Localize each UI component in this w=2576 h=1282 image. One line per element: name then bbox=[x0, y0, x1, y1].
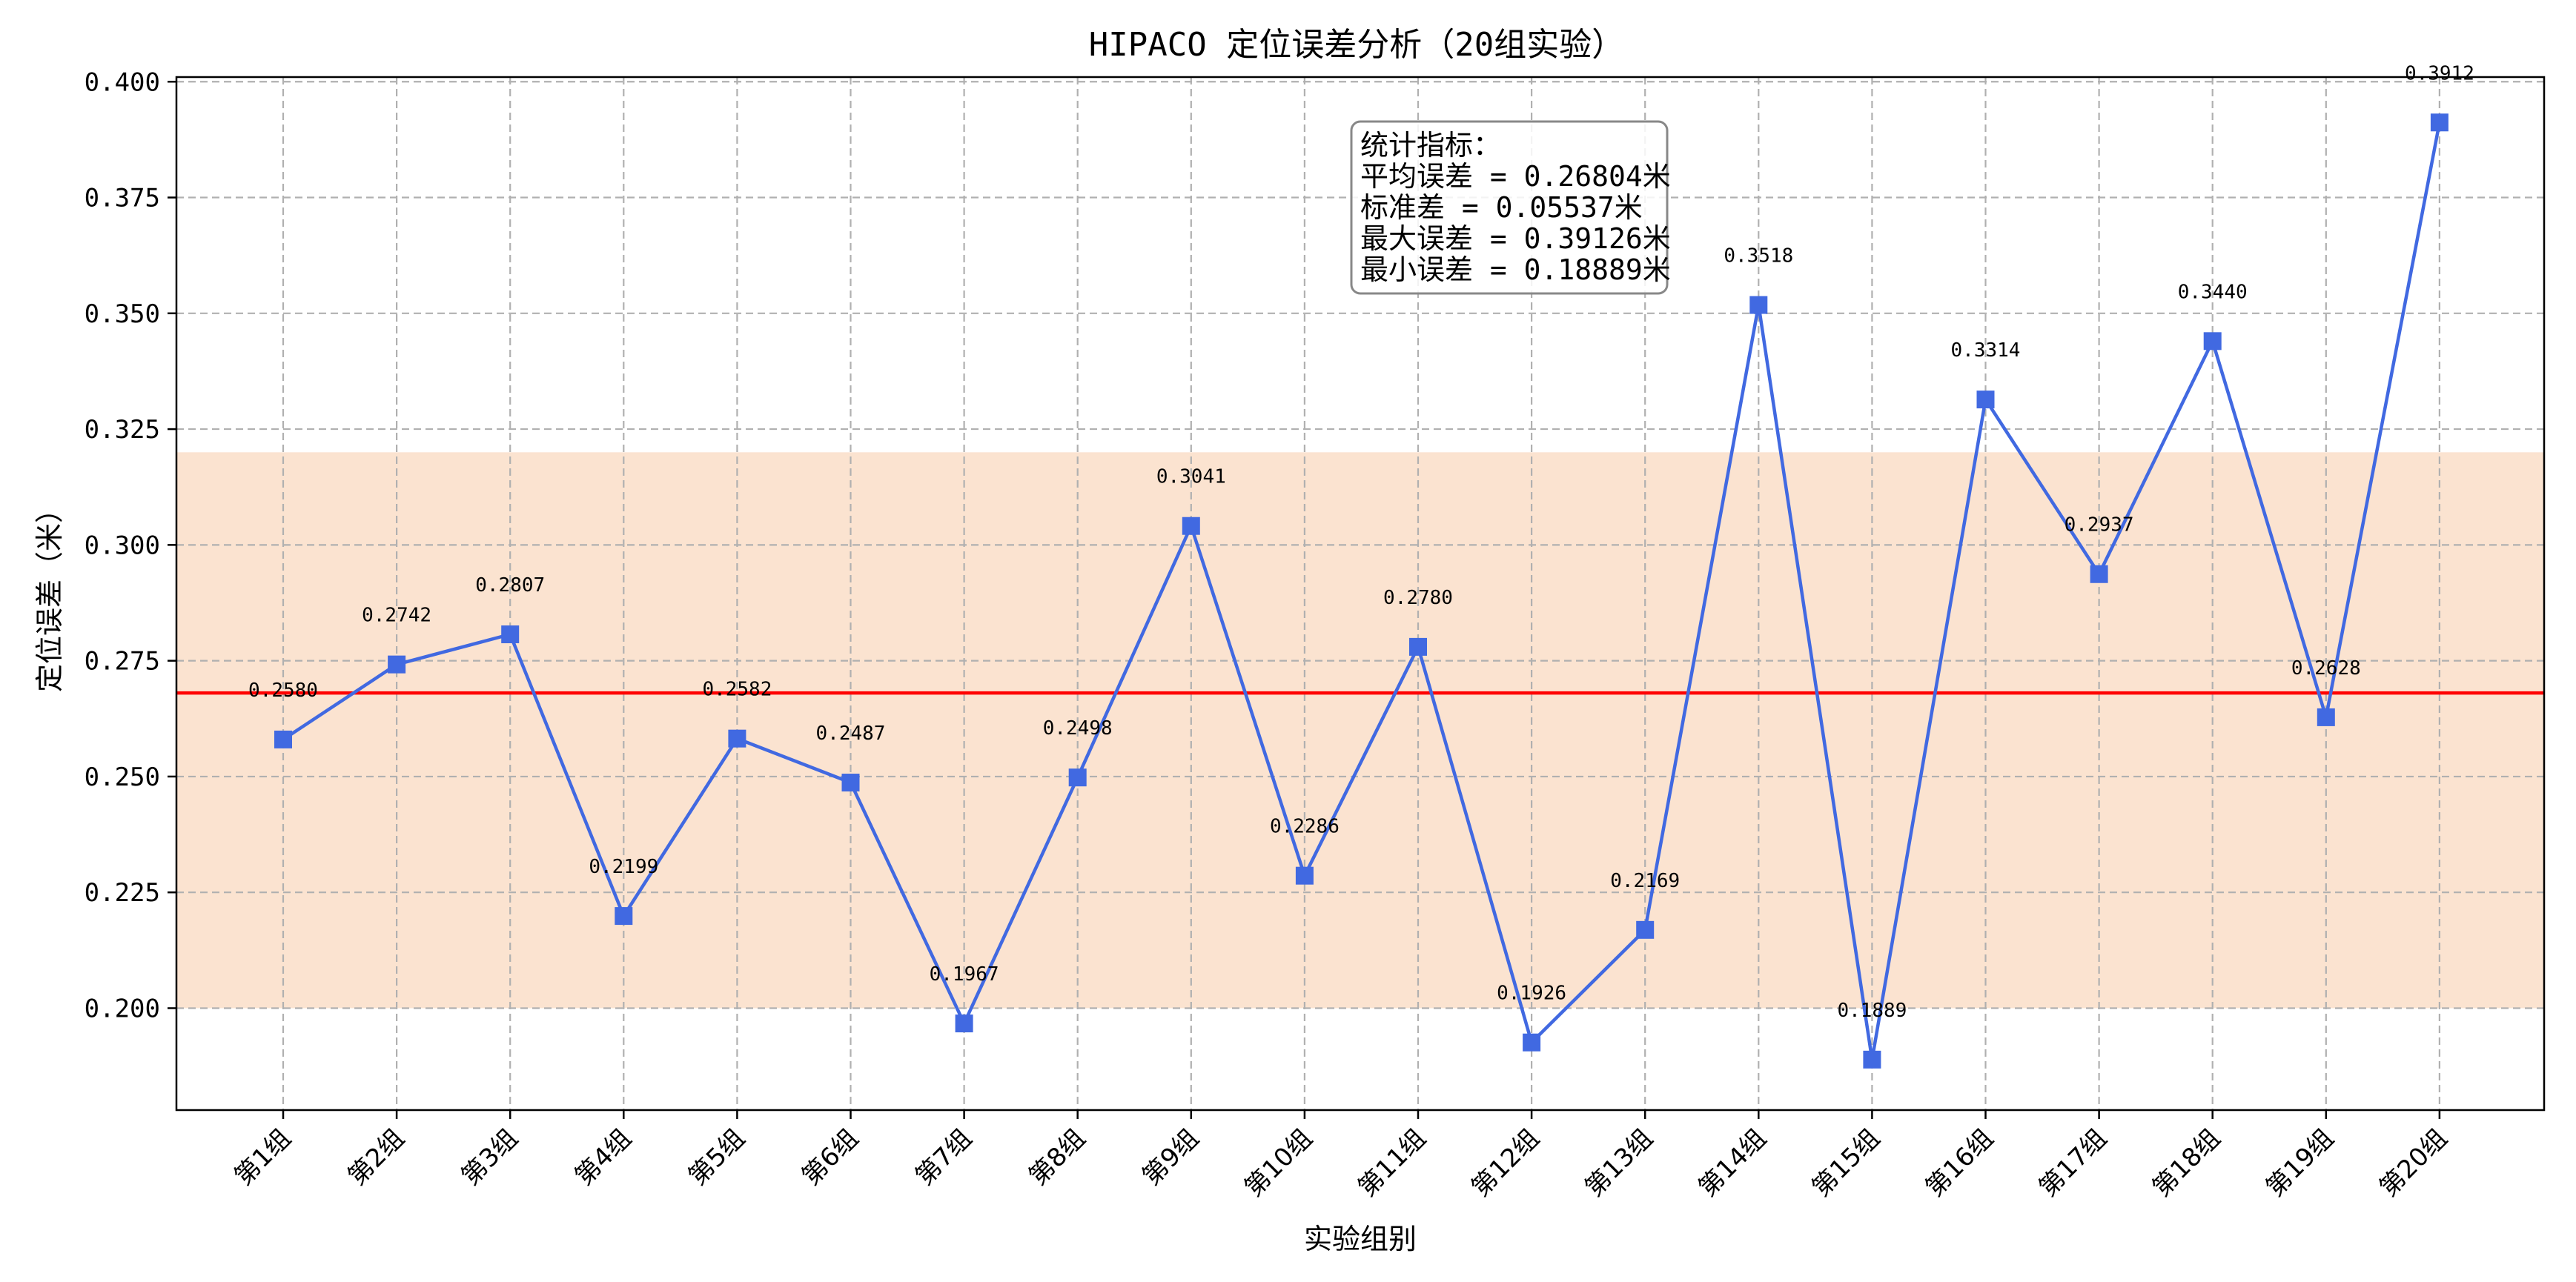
y-tick-label: 0.400 bbox=[85, 67, 160, 97]
data-marker bbox=[1523, 1033, 1541, 1052]
x-axis-ticks: 第1组 第2组 第3组 第4组 第5组 第6组 第7组 第8组 第9组 第10组 第11组 第12组第… bbox=[229, 1110, 2453, 1203]
data-marker bbox=[1409, 637, 1427, 656]
data-marker bbox=[2090, 565, 2108, 583]
data-marker bbox=[2317, 708, 2335, 726]
stats-box-frame bbox=[1350, 120, 1669, 295]
data-marker bbox=[1182, 517, 1200, 535]
data-label: 0.2807 bbox=[475, 574, 545, 597]
stats-line: 标准差 = 0.05537米 bbox=[1360, 191, 1643, 224]
data-marker bbox=[1068, 768, 1087, 787]
data-label: 0.2742 bbox=[362, 605, 431, 627]
data-marker bbox=[1295, 866, 1314, 885]
data-marker bbox=[841, 774, 860, 792]
x-tick-label: 第19组 bbox=[2260, 1123, 2340, 1203]
y-axis-label: 定位误差（米） bbox=[33, 495, 66, 692]
y-tick-label: 0.350 bbox=[85, 299, 160, 329]
data-marker bbox=[1749, 296, 1768, 314]
stats-line: 平均误差 = 0.26804米 bbox=[1360, 160, 1671, 193]
data-marker bbox=[1863, 1050, 1881, 1069]
data-label: 0.2582 bbox=[702, 679, 772, 701]
data-label: 0.2199 bbox=[589, 856, 658, 878]
x-tick-label: 第3组 bbox=[456, 1123, 524, 1192]
data-marker bbox=[388, 655, 406, 674]
data-label: 0.2487 bbox=[816, 723, 886, 745]
data-label: 0.2580 bbox=[248, 680, 318, 702]
x-axis-label: 实验组别 bbox=[1304, 1223, 1417, 1255]
plot-frame bbox=[175, 76, 2546, 1112]
data-label: 0.1967 bbox=[930, 963, 999, 986]
series-line bbox=[282, 122, 2442, 1060]
data-label: 0.1926 bbox=[1497, 983, 1566, 1005]
x-tick-label: 第5组 bbox=[683, 1123, 751, 1192]
y-tick-label: 0.250 bbox=[85, 763, 160, 792]
x-tick-label: 第20组 bbox=[2374, 1123, 2453, 1203]
data-label: 0.3518 bbox=[1724, 245, 1793, 268]
grid bbox=[176, 77, 2544, 1110]
y-tick-label: 0.225 bbox=[85, 878, 160, 908]
chart-title: HIPACO 定位误差分析（20组实验） bbox=[1089, 26, 1624, 64]
data-marker bbox=[501, 625, 520, 644]
data-label: 0.3440 bbox=[2178, 281, 2248, 303]
stats-line: 最大误差 = 0.39126米 bbox=[1360, 222, 1671, 255]
data-marker bbox=[615, 907, 633, 926]
data-marker bbox=[1636, 920, 1655, 939]
data-marker bbox=[728, 729, 746, 748]
x-tick-label: 第6组 bbox=[796, 1123, 864, 1192]
data-label: 0.1889 bbox=[1837, 1000, 1907, 1022]
data-label: 0.2628 bbox=[2291, 657, 2361, 680]
x-tick-label: 第8组 bbox=[1023, 1123, 1091, 1192]
x-tick-label: 第11组 bbox=[1352, 1123, 1431, 1203]
x-tick-label: 第10组 bbox=[1239, 1123, 1318, 1203]
x-tick-label: 第18组 bbox=[2147, 1123, 2226, 1203]
x-tick-label: 第1组 bbox=[229, 1123, 297, 1192]
x-tick-label: 第12组 bbox=[1466, 1123, 1546, 1203]
data-marker bbox=[1976, 391, 1995, 409]
data-marker bbox=[2430, 113, 2448, 132]
data-marker bbox=[2203, 332, 2222, 351]
stats-line: 统计指标： bbox=[1360, 129, 1501, 162]
x-tick-label: 第13组 bbox=[1580, 1123, 1659, 1203]
data-label: 0.3314 bbox=[1951, 339, 2021, 362]
y-tick-label: 0.325 bbox=[85, 415, 160, 445]
y-tick-label: 0.200 bbox=[85, 994, 160, 1023]
data-label: 0.2286 bbox=[1270, 816, 1340, 838]
x-tick-label: 第16组 bbox=[1920, 1123, 1999, 1203]
x-tick-label: 第15组 bbox=[1807, 1123, 1886, 1203]
data-marker bbox=[955, 1014, 973, 1033]
data-label: 0.2780 bbox=[1383, 587, 1453, 609]
x-tick-label: 第9组 bbox=[1136, 1123, 1205, 1192]
x-tick-label: 第17组 bbox=[2033, 1123, 2113, 1203]
data-label: 0.2937 bbox=[2065, 514, 2134, 537]
stats-line: 最小误差 = 0.18889米 bbox=[1360, 253, 1671, 286]
x-tick-label: 第2组 bbox=[342, 1123, 411, 1192]
y-tick-label: 0.375 bbox=[85, 184, 160, 213]
x-tick-label: 第4组 bbox=[569, 1123, 638, 1192]
x-tick-label: 第14组 bbox=[1693, 1123, 1772, 1203]
data-label: 0.2498 bbox=[1043, 717, 1113, 740]
y-tick-label: 0.275 bbox=[85, 647, 160, 677]
data-label: 0.2169 bbox=[1610, 870, 1680, 892]
x-tick-label: 第7组 bbox=[910, 1123, 978, 1192]
y-axis-ticks: 0.400 0.375 0.350 0.325 0.300 0.275 0.250 0.225… bbox=[85, 67, 176, 1023]
data-labels: 0.2580 0.2742 0.2807 0.2199 0.2582 0.2487 0.19… bbox=[248, 62, 2474, 1022]
data-label: 0.3041 bbox=[1156, 466, 1226, 488]
data-markers bbox=[274, 113, 2448, 1069]
data-marker bbox=[274, 730, 292, 748]
data-label: 0.3912 bbox=[2405, 62, 2474, 84]
y-tick-label: 0.300 bbox=[85, 531, 160, 560]
acceptable-range-band bbox=[176, 452, 2544, 1009]
